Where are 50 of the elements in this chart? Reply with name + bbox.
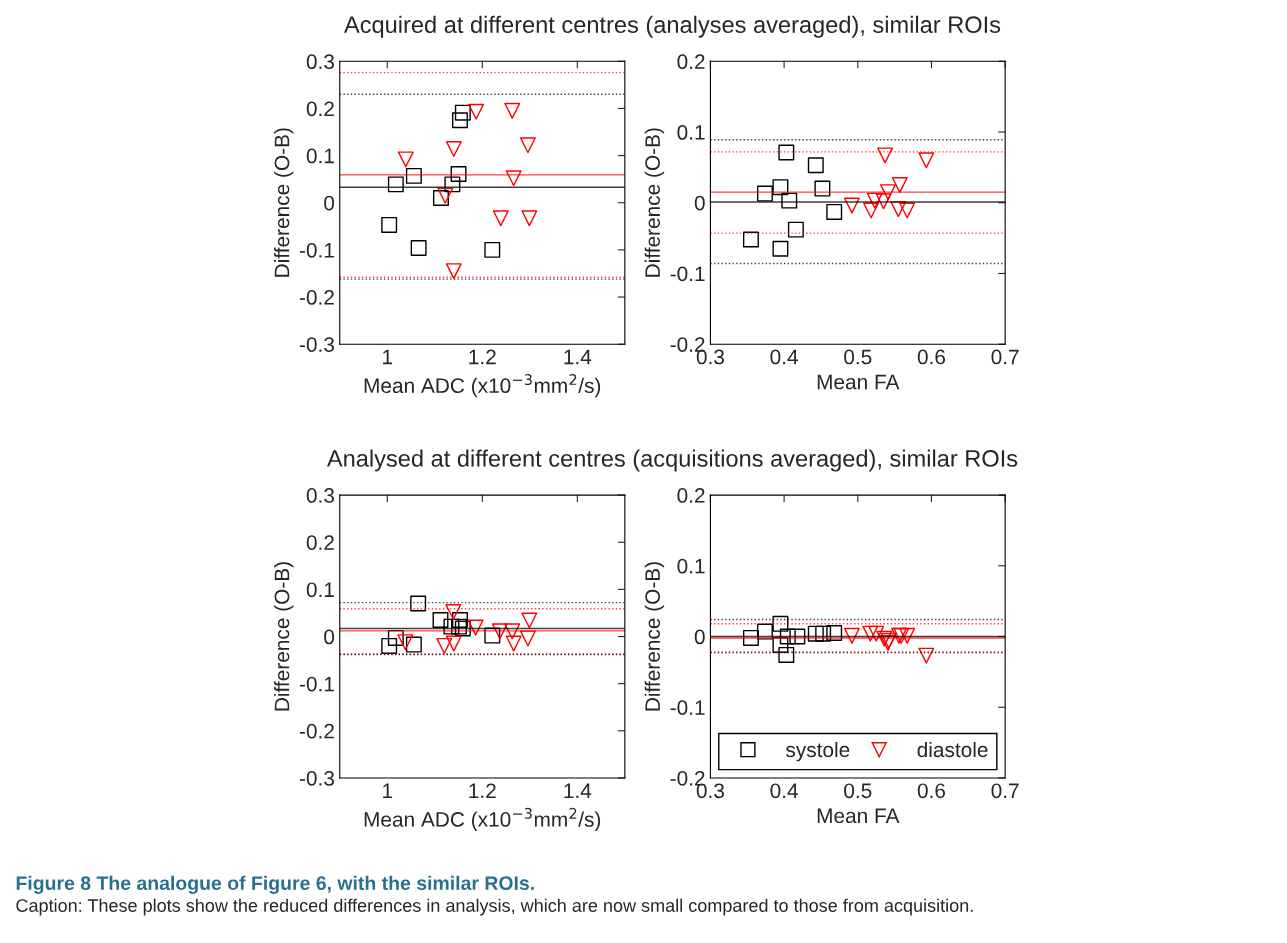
x-tick-label: 1 (383, 783, 393, 798)
x-axis-title: Mean FA (817, 808, 900, 824)
x-tick-label: 0.6 (917, 783, 946, 799)
y-tick-label: -0.3 (299, 770, 334, 786)
y-tick-label: 0.2 (306, 535, 334, 550)
x-axis-title: Mean ADC (x10$^{−3}$mm$^{2}$/s) (364, 374, 601, 398)
y-tick-label: -0.1 (670, 700, 705, 715)
y-tick-label: 0.3 (306, 54, 334, 70)
x-tick-label: 1.4 (564, 349, 592, 365)
x-tick-label: 0.5 (844, 783, 872, 799)
y-tick-label: 0.1 (677, 558, 705, 574)
x-tick-label: 0.4 (770, 349, 798, 365)
x-tick-label: 0.4 (770, 783, 798, 799)
x-tick-label: 0.7 (991, 783, 1019, 799)
y-axis-title: Difference (O-B) (644, 562, 665, 711)
y-tick-label: 0.1 (306, 582, 334, 598)
x-tick-label: 0.6 (917, 349, 946, 365)
text: Analysed at different centres (acquisitions averaged), similar ROIs (326, 449, 1018, 472)
x-tick-label: 0.5 (844, 349, 872, 365)
y-axis-title: Difference (O-B) (274, 562, 294, 711)
x-tick-label: 1 (383, 349, 393, 365)
y-tick-label: 0 (324, 629, 335, 645)
legend-label: systole (786, 741, 850, 762)
y-tick-label: -0.3 (299, 337, 334, 352)
y-tick-label: 0.3 (306, 488, 334, 503)
x-tick-label: 0.7 (991, 349, 1019, 365)
y-tick-label: 0.2 (677, 488, 705, 503)
y-tick-label: 0.1 (677, 125, 705, 140)
y-tick-label: 0.2 (677, 54, 705, 70)
y-tick-label: 0.1 (306, 148, 334, 164)
y-tick-label: -0.1 (670, 266, 705, 282)
x-tick-label: 1.2 (469, 783, 496, 798)
legend-label: diastole (917, 741, 988, 758)
x-axis-title: Mean ADC (x10$^{−3}$mm$^{2}$/s) (364, 807, 601, 831)
y-tick-label: -0.1 (299, 676, 334, 692)
y-axis-title: Difference (O-B) (644, 128, 665, 277)
y-tick-label: -0.2 (299, 723, 334, 739)
y-tick-label: 0 (694, 195, 705, 211)
y-tick-label: 0 (324, 195, 335, 211)
x-tick-label: 1.2 (469, 349, 496, 365)
y-tick-label: 0.2 (306, 101, 334, 117)
text: Acquired at different centres (analyses averaged), similar ROIs (344, 15, 1001, 38)
x-axis-title: Mean FA (817, 374, 900, 390)
y-tick-label: -0.2 (299, 290, 334, 305)
caption: Figure 8 The analogue of Figure 6, with the similar ROIs. (16, 875, 534, 894)
y-tick-label: -0.1 (299, 242, 334, 258)
y-axis-title: Difference (O-B) (274, 128, 294, 277)
y-tick-label: 0 (694, 629, 705, 645)
text: Caption: These plots show the reduced differences in analysis, which are now small compared to those from acquisition. (16, 898, 973, 916)
x-tick-label: 1.4 (564, 783, 592, 798)
